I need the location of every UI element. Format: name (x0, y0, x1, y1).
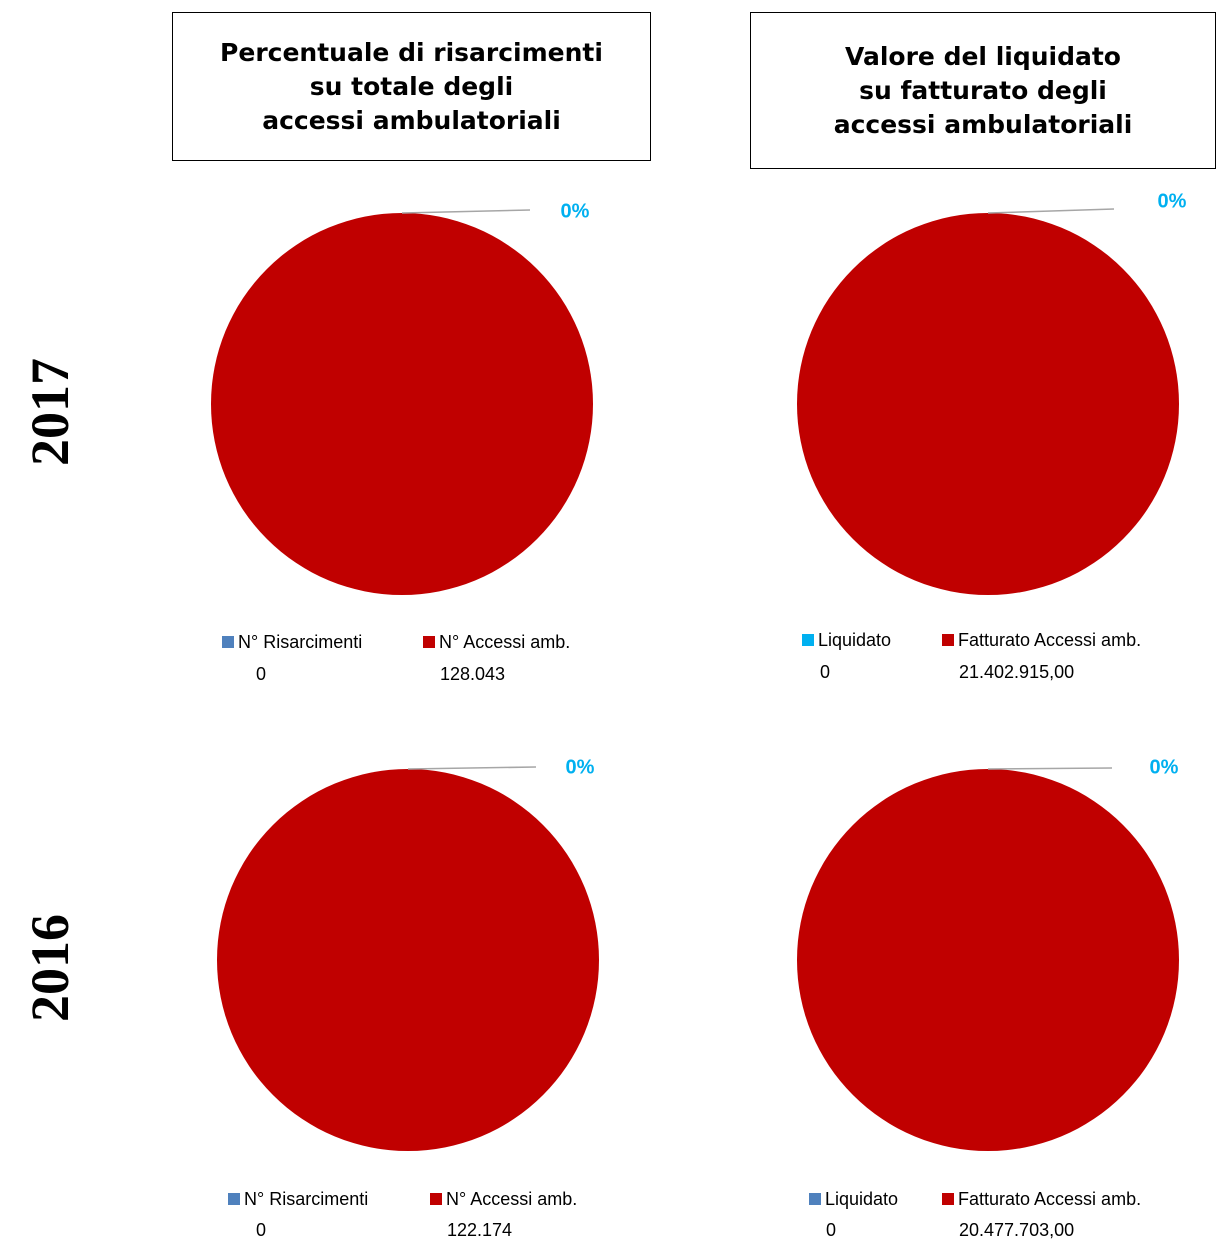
legend-item-liquidato: Liquidato (802, 627, 891, 653)
legend-value-accessi: 122.174 (447, 1220, 513, 1240)
legend-label: N° Risarcimenti (238, 632, 363, 652)
data-label-4: 0% (1150, 756, 1179, 778)
legend-swatch-fatturato (942, 1193, 954, 1205)
data-label-2: 0% (1158, 190, 1187, 212)
legend-value-risarcimenti: 0 (256, 664, 267, 684)
legend-item-accessi: N° Accessi amb. (423, 629, 570, 655)
legend-label: N° Risarcimenti (244, 1189, 369, 1209)
legend-item-accessi: N° Accessi amb. (430, 1186, 577, 1212)
legend-swatch-liquidato (802, 634, 814, 646)
legend-item-fatturato: Fatturato Accessi amb. (942, 627, 1141, 653)
legend-swatch-liquidato (809, 1193, 821, 1205)
legend-label: N° Accessi amb. (439, 632, 571, 652)
legend-item-risarcimenti: N° Risarcimenti (222, 629, 362, 655)
leader-line-4 (987, 767, 1113, 770)
header-left: Percentuale di risarcimenti su totale de… (172, 12, 651, 161)
header-right-line-1: Valore del liquidato (844, 41, 1121, 71)
legend-item-fatturato: Fatturato Accessi amb. (942, 1186, 1141, 1212)
legend-value-accessi: 128.043 (440, 664, 506, 684)
legend-swatch-risarcimenti (228, 1193, 240, 1205)
leader-line-2 (987, 208, 1115, 214)
legend-value-liquidato: 0 (820, 662, 831, 682)
header-right-line-2: su fatturato degli (859, 75, 1107, 105)
pie-slice-2-2 (797, 213, 1179, 595)
header-left-line-1: Percentuale di risarcimenti (220, 37, 603, 67)
legend-value-liquidato: 0 (826, 1220, 837, 1240)
legend-label: Fatturato Accessi amb. (958, 630, 1142, 650)
header-right: Valore del liquidato su fatturato degli … (750, 12, 1216, 169)
data-label-1: 0% (561, 200, 590, 222)
pie-slice-1-2 (211, 213, 593, 595)
pie-slice-4-2 (797, 769, 1179, 1151)
leader-line-3 (407, 766, 537, 770)
legend-item-risarcimenti: N° Risarcimenti (228, 1186, 368, 1212)
header-left-line-3: accessi ambulatoriali (262, 105, 561, 135)
legend-label: N° Accessi amb. (446, 1189, 578, 1209)
legend-swatch-risarcimenti (222, 636, 234, 648)
legend-swatch-fatturato (942, 634, 954, 646)
legend-label: Liquidato (825, 1189, 899, 1209)
legend-label: Fatturato Accessi amb. (958, 1189, 1142, 1209)
header-right-line-3: accessi ambulatoriali (833, 109, 1133, 139)
legend-value-fatturato: 21.402.915,00 (959, 662, 1075, 682)
legend-item-liquidato: Liquidato (809, 1186, 898, 1212)
leader-line-1 (401, 209, 531, 214)
header-left-line-2: su totale degli (309, 71, 514, 101)
legend-value-risarcimenti: 0 (256, 1220, 267, 1240)
legend-swatch-accessi (430, 1193, 442, 1205)
legend-swatch-accessi (423, 636, 435, 648)
data-label-3: 0% (566, 756, 595, 778)
legend-value-fatturato: 20.477.703,00 (959, 1220, 1075, 1240)
legend-label: Liquidato (818, 630, 892, 650)
pie-slice-3-2 (217, 769, 599, 1151)
